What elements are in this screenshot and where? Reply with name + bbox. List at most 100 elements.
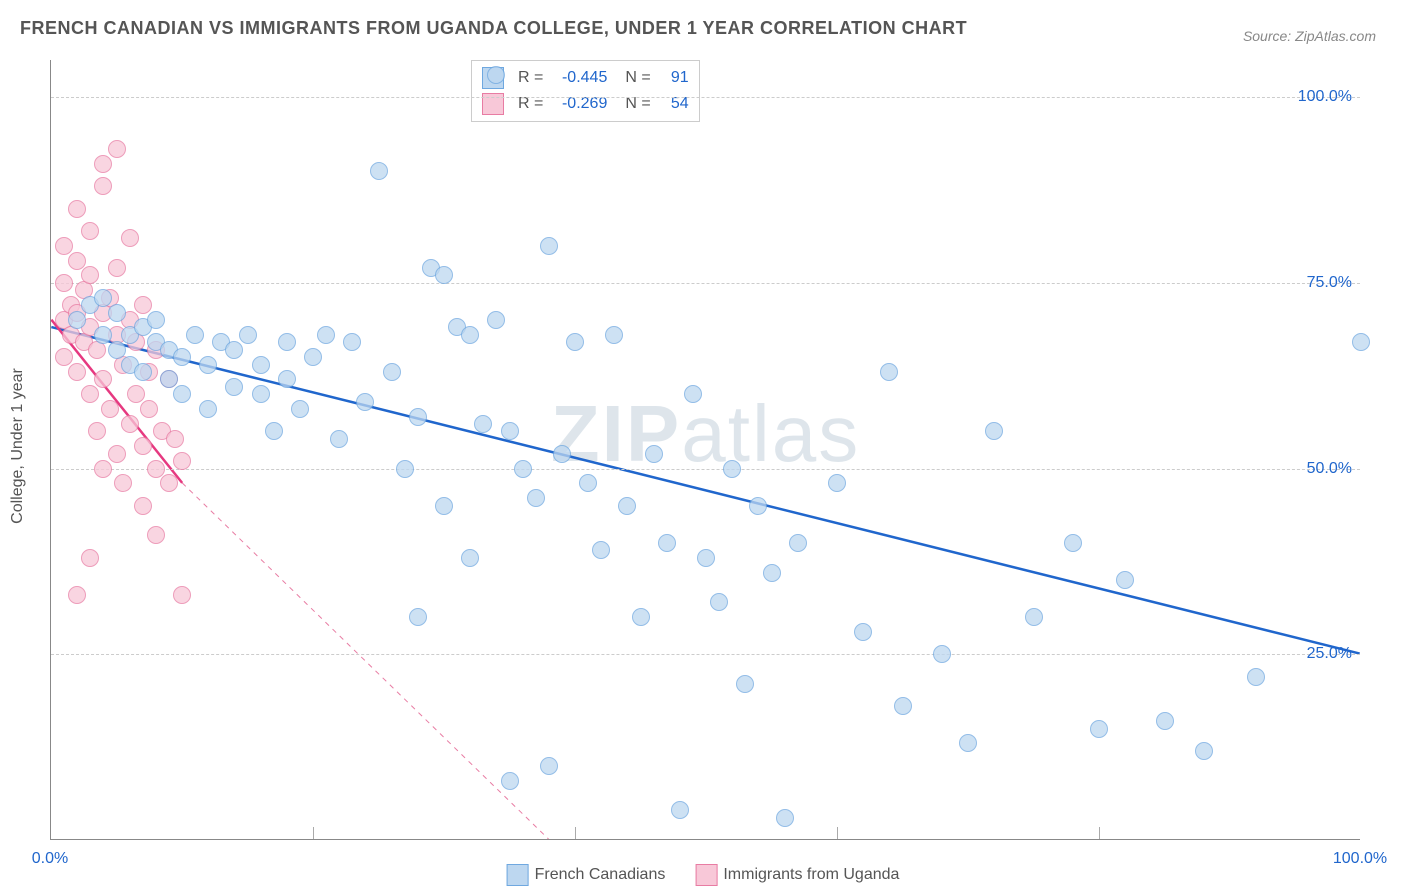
data-point	[68, 363, 86, 381]
data-point	[81, 266, 99, 284]
data-point	[108, 304, 126, 322]
legend-item: Immigrants from Uganda	[695, 864, 899, 886]
x-tick-label: 100.0%	[1333, 850, 1387, 868]
source-link[interactable]: ZipAtlas.com	[1295, 28, 1376, 44]
data-point	[763, 564, 781, 582]
data-point	[252, 356, 270, 374]
data-point	[592, 541, 610, 559]
data-point	[199, 356, 217, 374]
data-point	[94, 370, 112, 388]
y-tick-label: 25.0%	[1307, 645, 1352, 663]
data-point	[658, 534, 676, 552]
data-point	[370, 162, 388, 180]
y-tick-label: 100.0%	[1298, 88, 1352, 106]
data-point	[239, 326, 257, 344]
gridline-h	[51, 469, 1360, 470]
data-point	[540, 757, 558, 775]
data-point	[199, 400, 217, 418]
data-point	[776, 809, 794, 827]
stats-row: R =-0.445 N =91	[482, 65, 689, 91]
data-point	[94, 177, 112, 195]
source-attrib: Source: ZipAtlas.com	[1243, 28, 1376, 44]
data-point	[356, 393, 374, 411]
data-point	[330, 430, 348, 448]
data-point	[894, 697, 912, 715]
data-point	[396, 460, 414, 478]
data-point	[134, 296, 152, 314]
data-point	[985, 422, 1003, 440]
data-point	[343, 333, 361, 351]
data-point	[1352, 333, 1370, 351]
data-point	[134, 497, 152, 515]
data-point	[94, 460, 112, 478]
data-point	[173, 452, 191, 470]
source-label: Source:	[1243, 28, 1291, 44]
data-point	[186, 326, 204, 344]
data-point	[487, 311, 505, 329]
legend-swatch	[695, 864, 717, 886]
data-point	[1090, 720, 1108, 738]
data-point	[108, 140, 126, 158]
data-point	[317, 326, 335, 344]
stats-legend: R =-0.445 N =91R =-0.269 N =54	[471, 60, 700, 122]
data-point	[501, 422, 519, 440]
data-point	[461, 549, 479, 567]
data-point	[854, 623, 872, 641]
data-point	[160, 474, 178, 492]
x-tick-label: 0.0%	[32, 850, 68, 868]
data-point	[108, 341, 126, 359]
data-point	[697, 549, 715, 567]
data-point	[1064, 534, 1082, 552]
legend-swatch	[507, 864, 529, 886]
data-point	[605, 326, 623, 344]
data-point	[147, 460, 165, 478]
data-point	[121, 415, 139, 433]
data-point	[265, 422, 283, 440]
gridline-h	[51, 97, 1360, 98]
data-point	[68, 200, 86, 218]
data-point	[140, 400, 158, 418]
data-point	[291, 400, 309, 418]
data-point	[134, 363, 152, 381]
data-point	[108, 445, 126, 463]
data-point	[166, 430, 184, 448]
stats-row: R =-0.269 N =54	[482, 91, 689, 117]
data-point	[114, 474, 132, 492]
data-point	[94, 289, 112, 307]
data-point	[1156, 712, 1174, 730]
legend-item: French Canadians	[507, 864, 666, 886]
data-point	[81, 222, 99, 240]
data-point	[225, 378, 243, 396]
data-point	[933, 645, 951, 663]
chart-title: FRENCH CANADIAN VS IMMIGRANTS FROM UGAND…	[20, 18, 967, 39]
data-point	[173, 385, 191, 403]
data-point	[540, 237, 558, 255]
legend-label: French Canadians	[535, 866, 666, 883]
data-point	[101, 400, 119, 418]
data-point	[147, 526, 165, 544]
data-point	[1195, 742, 1213, 760]
data-point	[383, 363, 401, 381]
data-point	[409, 408, 427, 426]
data-point	[304, 348, 322, 366]
data-point	[55, 237, 73, 255]
data-point	[225, 341, 243, 359]
data-point	[1247, 668, 1265, 686]
data-point	[94, 155, 112, 173]
y-axis-label: College, Under 1 year	[9, 368, 27, 524]
data-point	[553, 445, 571, 463]
data-point	[278, 333, 296, 351]
data-point	[1025, 608, 1043, 626]
data-point	[618, 497, 636, 515]
y-tick-label: 75.0%	[1307, 274, 1352, 292]
watermark: ZIPatlas	[551, 388, 860, 480]
x-tick-mark	[575, 827, 576, 839]
legend: French Canadians Immigrants from Uganda	[507, 864, 900, 886]
data-point	[487, 66, 505, 84]
data-point	[749, 497, 767, 515]
x-tick-mark	[837, 827, 838, 839]
data-point	[579, 474, 597, 492]
data-point	[173, 586, 191, 604]
data-point	[160, 370, 178, 388]
data-point	[789, 534, 807, 552]
